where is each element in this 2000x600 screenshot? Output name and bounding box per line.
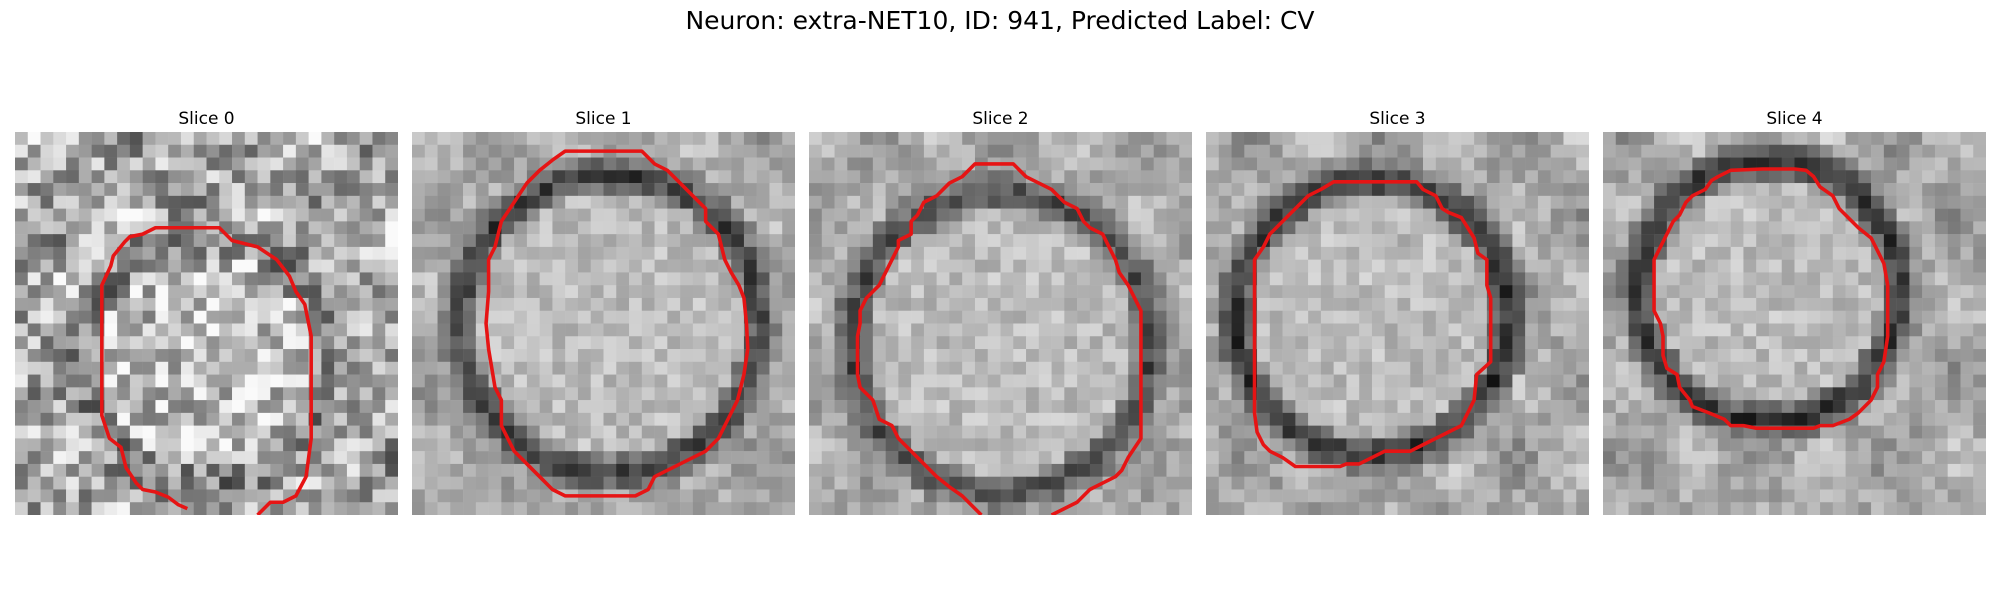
slice-image-2 — [809, 132, 1192, 515]
slice-image-0 — [15, 132, 398, 515]
slice-panel-1: Slice 1 — [412, 108, 795, 515]
figure-title: Neuron: extra-NET10, ID: 941, Predicted … — [685, 6, 1315, 35]
slice-panel-3: Slice 3 — [1206, 108, 1589, 515]
slice-pixels-3 — [1206, 132, 1589, 515]
slice-title-0: Slice 0 — [178, 109, 235, 129]
slice-pixels-0 — [15, 132, 398, 515]
slice-contour-3 — [1252, 180, 1493, 469]
slice-image-4 — [1603, 132, 1986, 515]
slice-contour-2 — [855, 162, 1143, 515]
slice-title-1: Slice 1 — [575, 109, 632, 129]
slice-title-3: Slice 3 — [1369, 109, 1426, 129]
slice-pixels-4 — [1603, 132, 1986, 515]
slice-contour-1 — [484, 149, 750, 498]
slice-pixels-2 — [809, 132, 1192, 515]
slice-contour-0 — [100, 225, 313, 515]
slice-panel-0: Slice 0 — [15, 108, 398, 515]
slice-contour-4 — [1652, 167, 1890, 430]
slice-image-3 — [1206, 132, 1589, 515]
slice-pixels-1 — [412, 132, 795, 515]
slice-image-1 — [412, 132, 795, 515]
slice-panel-4: Slice 4 — [1603, 108, 1986, 515]
slice-title-2: Slice 2 — [972, 109, 1029, 129]
slice-panel-2: Slice 2 — [809, 108, 1192, 515]
slice-title-4: Slice 4 — [1766, 109, 1823, 129]
